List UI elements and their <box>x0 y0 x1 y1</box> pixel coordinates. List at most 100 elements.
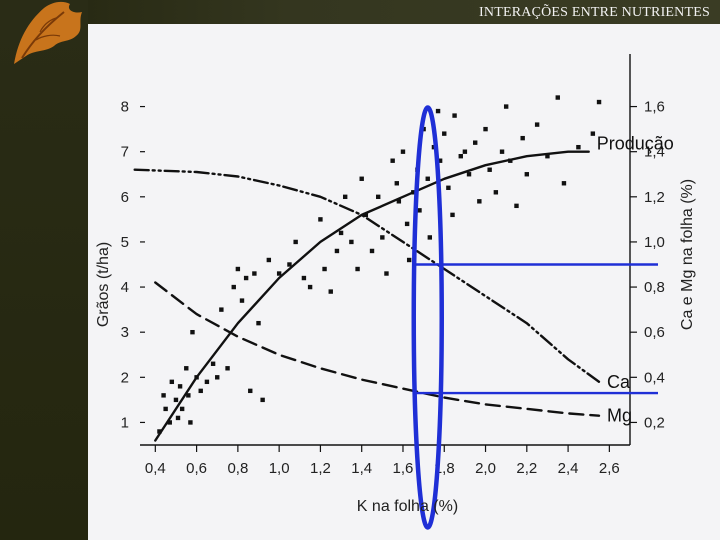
y-axis-label-right: Ca e Mg na folha (%) <box>679 179 696 330</box>
scatter-point <box>167 420 172 425</box>
scatter-point <box>404 221 410 227</box>
y-right-tick-label: 1,0 <box>644 234 665 251</box>
y-left-tick-label: 7 <box>121 144 129 161</box>
scatter-point <box>219 307 224 312</box>
y-left-tick-label: 3 <box>121 324 129 341</box>
scatter-point <box>493 190 499 195</box>
x-axis-label: K na folha (%) <box>357 498 458 515</box>
scatter-point <box>396 199 402 204</box>
x-tick-label: 0,4 <box>145 460 166 477</box>
series-label-produção: Produção <box>597 134 674 154</box>
y-right-tick-label: 0,6 <box>644 324 665 341</box>
y-left-tick-label: 6 <box>121 189 129 206</box>
scatter-point <box>188 420 193 425</box>
y-axis-label-left: Grãos (t/ha) <box>95 242 112 327</box>
autumn-leaf-icon <box>14 1 82 64</box>
scatter-point <box>266 257 272 263</box>
highlight-ellipse <box>411 105 444 530</box>
scatter-point <box>406 257 412 263</box>
x-tick-label: 2,4 <box>558 460 579 477</box>
y-right-tick-label: 0,8 <box>644 279 665 296</box>
curve-ca <box>133 168 601 383</box>
left-band <box>0 0 88 540</box>
scatter-point <box>376 194 381 200</box>
scatter-point <box>359 176 364 181</box>
scatter-point <box>243 275 249 281</box>
scatter-point <box>293 239 298 245</box>
scatter-point <box>186 393 191 398</box>
scatter-point <box>318 217 323 222</box>
scatter-point <box>442 131 447 136</box>
scatter-point <box>322 266 327 272</box>
scatter-point <box>384 271 389 276</box>
y-right-tick-label: 1,6 <box>644 99 665 116</box>
scatter-point <box>400 149 406 154</box>
y-right-tick-label: 1,2 <box>644 189 665 206</box>
scatter-point <box>355 266 360 272</box>
scatter-point <box>590 131 596 136</box>
scatter-point <box>483 126 488 132</box>
scatter-point <box>576 144 581 150</box>
scatter-point <box>437 158 443 163</box>
scatter-point <box>534 122 540 127</box>
scatter-point <box>198 388 203 394</box>
scatter-point <box>555 95 560 100</box>
scatter-point <box>334 248 340 254</box>
curve-produção <box>154 150 590 442</box>
scatter-point <box>235 266 241 272</box>
scatter-point <box>462 149 468 154</box>
x-tick-label: 0,8 <box>227 460 248 477</box>
y-right-tick-label: 1,4 <box>644 144 665 161</box>
scatter-point <box>369 248 375 254</box>
curves: Produção Ca Mg <box>133 134 674 442</box>
scatter-point <box>157 429 162 434</box>
scatter-point <box>173 397 179 403</box>
scatter-point <box>328 289 333 294</box>
scatter-point <box>342 194 348 200</box>
page-title: INTERAÇÕES ENTRE NUTRIENTES <box>479 5 710 20</box>
scatter-point <box>452 113 457 118</box>
scatter-point <box>380 235 385 240</box>
scatter-point <box>425 176 430 181</box>
scatter-points <box>157 95 602 434</box>
y-right-tick-label: 0,2 <box>644 414 665 431</box>
x-tick-label: 2,0 <box>475 460 496 477</box>
scatter-point <box>231 284 236 290</box>
annotations <box>411 105 658 530</box>
x-tick-label: 1,2 <box>310 460 331 477</box>
y-left-tick-label: 2 <box>121 369 129 386</box>
y-left-tick-label: 8 <box>121 99 129 116</box>
scatter-point <box>184 366 189 371</box>
scatter-point <box>161 393 166 398</box>
x-tick-label: 2,6 <box>599 460 620 477</box>
x-tick-label: 1,4 <box>351 460 372 477</box>
scatter-point <box>390 158 395 163</box>
scatter-point <box>307 284 313 290</box>
x-tick-label: 1,0 <box>269 460 290 477</box>
scatter-point <box>514 203 519 209</box>
scatter-point <box>561 181 567 186</box>
scatter-point <box>466 172 472 177</box>
scatter-point <box>427 235 433 240</box>
x-tick-label: 0,6 <box>186 460 207 477</box>
curve-mg <box>154 281 601 417</box>
y-right-tick-label: 0,4 <box>644 369 665 386</box>
scatter-point <box>287 262 292 267</box>
scatter-point <box>190 329 195 335</box>
scatter-point <box>487 167 492 172</box>
scatter-point <box>435 108 441 114</box>
scatter-point <box>204 379 210 385</box>
scanned-page <box>88 24 720 540</box>
x-tick-label: 1,6 <box>393 460 414 477</box>
scatter-point <box>473 140 478 145</box>
scatter-point <box>163 406 168 412</box>
scatter-point <box>338 230 344 236</box>
scatter-point <box>520 135 525 141</box>
scatter-point <box>545 154 550 159</box>
y-left-tick-label: 5 <box>121 234 129 251</box>
scatter-point <box>524 172 530 177</box>
chart: 0,4 0,6 0,8 1,0 1,2 1,4 1,6 1,8 2,0 2,2 2,4 2,61234… <box>95 54 696 530</box>
scatter-point <box>225 366 230 371</box>
series-label-ca: Ca <box>607 372 631 392</box>
scatter-point <box>349 239 354 245</box>
